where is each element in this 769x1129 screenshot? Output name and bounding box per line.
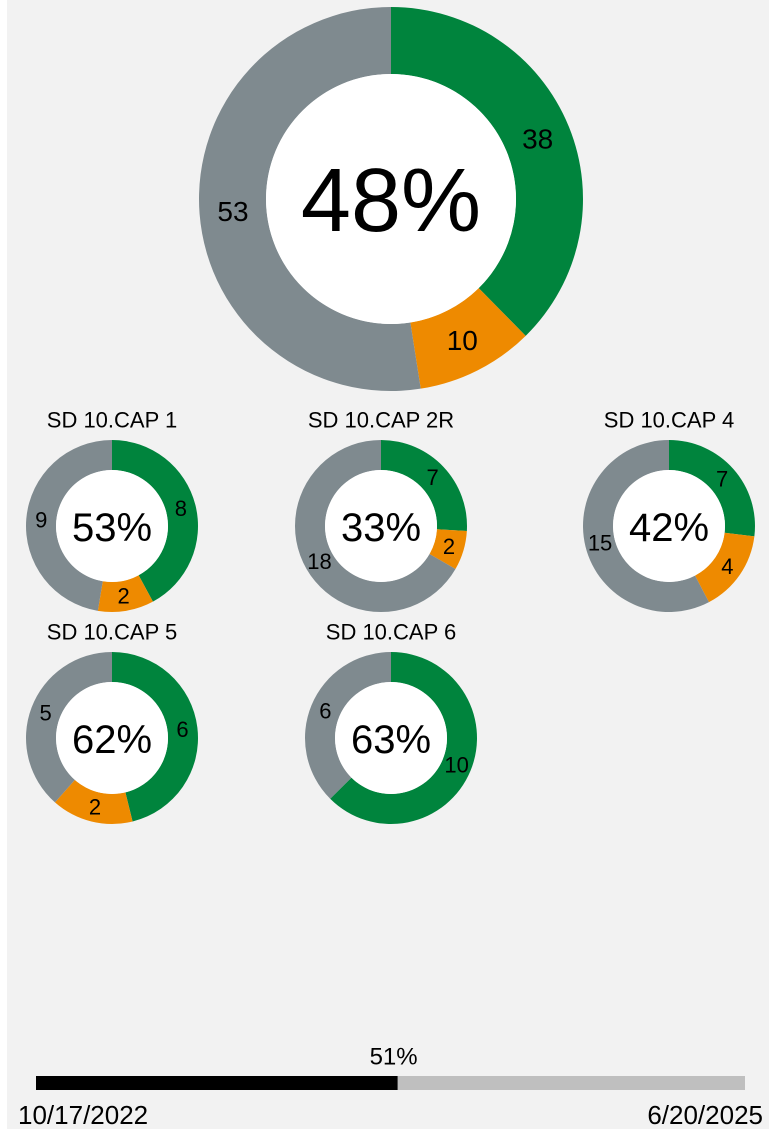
segment-label: 5 xyxy=(39,700,51,725)
donut-segment xyxy=(305,652,391,799)
center-label: 62% xyxy=(72,718,152,762)
center-label: 53% xyxy=(72,506,152,550)
donut-segment xyxy=(391,7,584,336)
donut-hole xyxy=(325,470,437,582)
donut-segment xyxy=(381,440,467,532)
segment-label: 2 xyxy=(443,534,455,559)
progress-fill xyxy=(36,1076,398,1090)
donut-title: SD 10.CAP 2R xyxy=(308,408,454,433)
center-label: 42% xyxy=(629,506,709,550)
donut-segment xyxy=(429,529,467,569)
segment-label: 10 xyxy=(444,753,468,778)
donut-hole xyxy=(335,682,447,794)
donut-title: SD 10.CAP 4 xyxy=(604,408,734,433)
donut-segment xyxy=(112,652,198,822)
center-label: 63% xyxy=(351,718,431,762)
center-label: 33% xyxy=(341,506,421,550)
segment-label: 2 xyxy=(89,794,101,819)
center-label: 48% xyxy=(301,151,481,251)
donut-title: SD 10.CAP 6 xyxy=(326,620,456,645)
donut-segment xyxy=(669,440,756,537)
donut-hole xyxy=(613,470,725,582)
donut-segment xyxy=(330,652,477,824)
end-date: 6/20/2025 xyxy=(647,1100,763,1129)
progress-label: 51% xyxy=(370,1044,418,1071)
donut-segment xyxy=(695,532,755,603)
segment-label: 7 xyxy=(427,465,439,490)
donut-segment xyxy=(294,440,456,612)
segment-label: 6 xyxy=(319,698,331,723)
segment-label: 53 xyxy=(217,196,248,227)
segment-label: 2 xyxy=(118,584,130,609)
segment-label: 10 xyxy=(447,325,478,356)
donut-hole xyxy=(56,682,168,794)
donut-segment xyxy=(410,288,526,389)
donut-segment xyxy=(97,575,153,613)
segment-label: 8 xyxy=(175,496,187,521)
segment-label: 4 xyxy=(721,554,733,579)
donut-title: SD 10.CAP 1 xyxy=(47,408,177,433)
donut-segment xyxy=(198,7,421,391)
segment-label: 18 xyxy=(307,549,331,574)
segment-label: 7 xyxy=(716,466,728,491)
donut-hole xyxy=(56,470,168,582)
donut-segment xyxy=(25,440,113,611)
segment-label: 15 xyxy=(588,530,612,555)
segment-label: 38 xyxy=(522,123,553,154)
donut-segment xyxy=(582,440,709,613)
donut-segment xyxy=(54,779,133,824)
donut-hole xyxy=(266,74,516,324)
segment-label: 9 xyxy=(35,508,47,533)
donut-segment xyxy=(112,440,199,602)
donut-title: SD 10.CAP 5 xyxy=(47,620,177,645)
donut-segment xyxy=(25,652,112,803)
segment-label: 6 xyxy=(176,717,188,742)
start-date: 10/17/2022 xyxy=(18,1100,148,1129)
